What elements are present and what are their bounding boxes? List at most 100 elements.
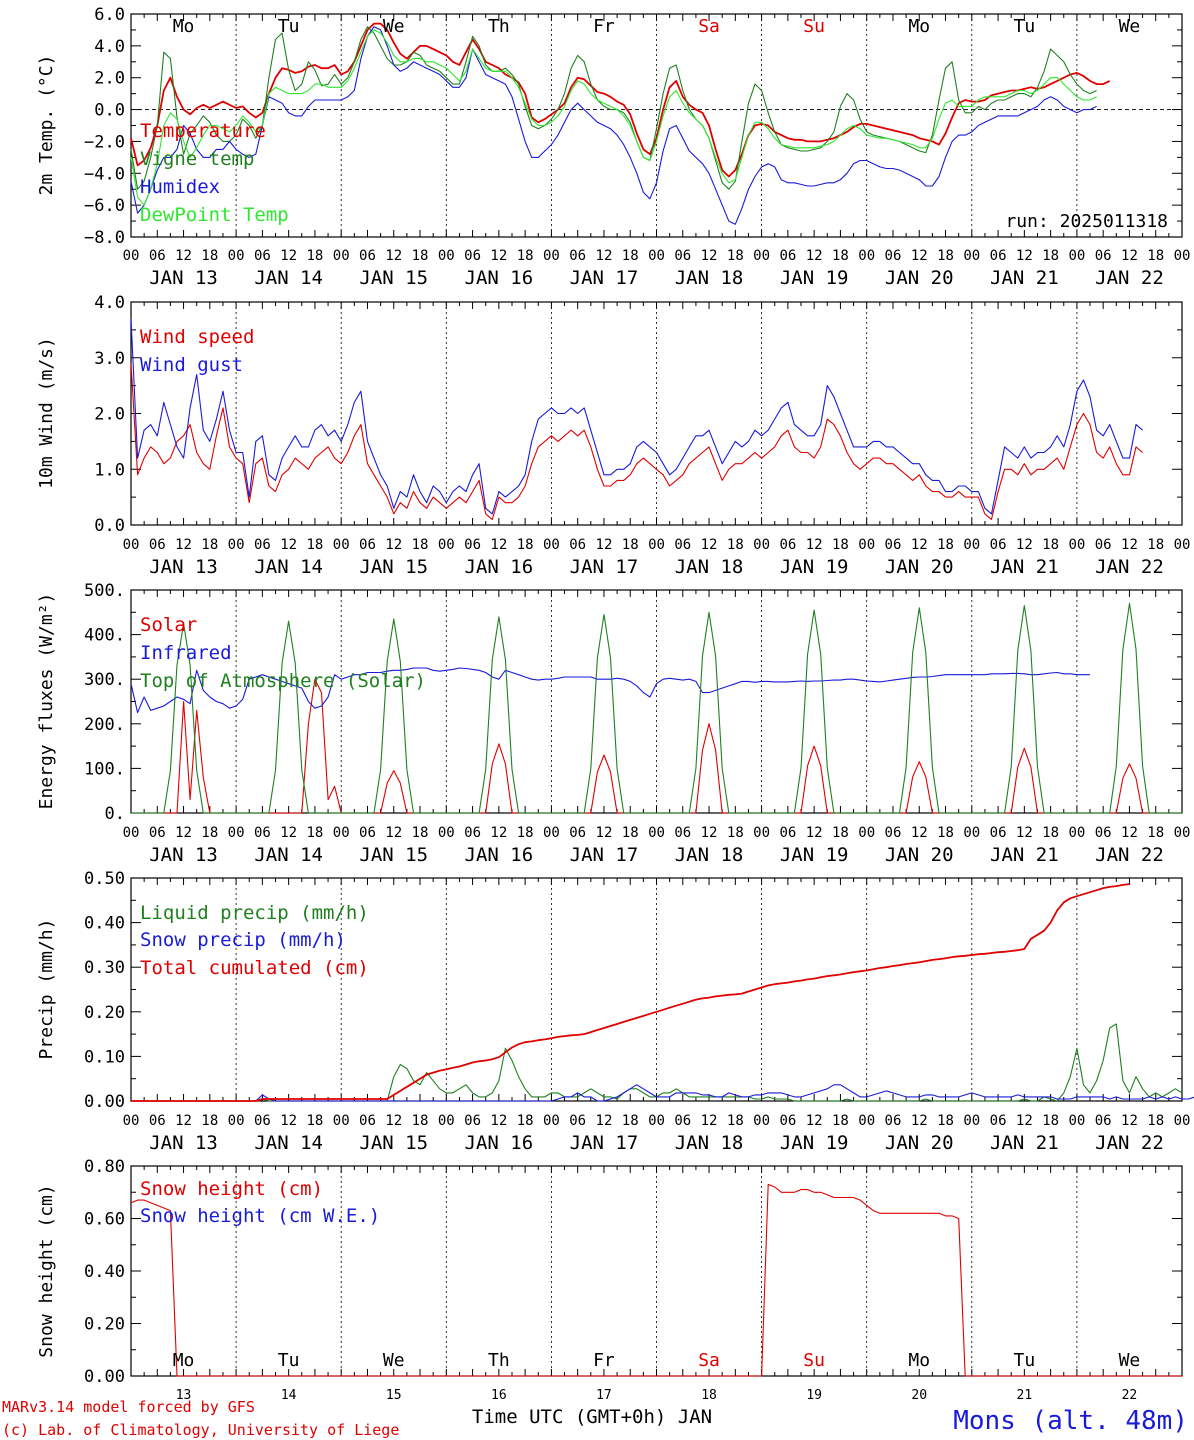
- day-number-label: 14: [281, 1388, 297, 1403]
- hour-label: 12: [806, 1113, 823, 1129]
- hour-label: 06: [464, 537, 481, 553]
- y-tick-label: 0.0: [94, 516, 125, 536]
- hour-label: 12: [385, 1113, 402, 1129]
- legend-entry: Temperature: [140, 120, 266, 142]
- date-label: JAN 22: [1095, 267, 1164, 289]
- hour-label: 12: [490, 825, 507, 841]
- weekday-label: Mo: [908, 16, 930, 37]
- weekday-label: Sa: [698, 16, 720, 37]
- hour-label: 00: [753, 825, 770, 841]
- hour-label: 18: [412, 1113, 429, 1129]
- hour-label: 12: [701, 537, 718, 553]
- date-label: JAN 13: [149, 267, 218, 289]
- legend-entry: Snow height (cm): [140, 1178, 323, 1200]
- series-line: [130, 22, 1111, 178]
- weekday-label: We: [1119, 16, 1141, 37]
- hour-label: 00: [333, 248, 350, 264]
- hour-label: 00: [123, 825, 140, 841]
- hour-label: 00: [1174, 1113, 1191, 1129]
- series-line: [130, 318, 1143, 515]
- day-number-label: 13: [176, 1388, 192, 1403]
- hour-label: 18: [622, 825, 639, 841]
- hour-label: 00: [1068, 248, 1085, 264]
- hour-label: 06: [149, 537, 166, 553]
- hour-label: 12: [911, 825, 928, 841]
- hour-label: 12: [701, 825, 718, 841]
- hour-label: 12: [175, 825, 192, 841]
- panel-0: 6.0 4.0 2.0 0.0 −2.0 −4.0 −6.0 −8.0 2m Temp. (°C…: [36, 5, 1190, 289]
- hour-label: 00: [858, 1113, 875, 1129]
- run-annotation: run: 2025011318: [1005, 211, 1168, 232]
- date-label: JAN 20: [885, 844, 954, 866]
- hour-label: 00: [438, 825, 455, 841]
- hour-label: 06: [569, 825, 586, 841]
- hour-label: 12: [385, 537, 402, 553]
- hour-label: 06: [674, 1113, 691, 1129]
- hour-label: 12: [911, 537, 928, 553]
- legend-entry: Total cumulated (cm): [140, 957, 369, 979]
- y-tick-label: 0.40: [84, 914, 125, 934]
- hour-label: 12: [280, 825, 297, 841]
- date-label: JAN 22: [1095, 844, 1164, 866]
- hour-label: 12: [490, 1113, 507, 1129]
- hour-label: 00: [543, 1113, 560, 1129]
- day-number-label: 16: [491, 1388, 507, 1403]
- hour-label: 12: [911, 248, 928, 264]
- hour-label: 12: [175, 537, 192, 553]
- hour-label: 00: [123, 1113, 140, 1129]
- hour-label: 06: [254, 1113, 271, 1129]
- day-number-label: 17: [596, 1388, 612, 1403]
- hour-label: 18: [306, 825, 323, 841]
- hour-label: 06: [359, 248, 376, 264]
- date-label: JAN 15: [359, 1132, 428, 1154]
- date-label: JAN 21: [990, 556, 1059, 578]
- hour-label: 00: [438, 1113, 455, 1129]
- hour-label: 06: [464, 248, 481, 264]
- date-label: JAN 18: [675, 1132, 744, 1154]
- hour-label: 12: [1121, 537, 1138, 553]
- day-number-label: 19: [806, 1388, 822, 1403]
- hour-label: 06: [990, 1113, 1007, 1129]
- y-tick-label: 0.30: [84, 958, 125, 978]
- date-label: JAN 21: [990, 844, 1059, 866]
- date-label: JAN 15: [359, 267, 428, 289]
- hour-label: 06: [464, 825, 481, 841]
- hour-label: 18: [201, 537, 218, 553]
- hour-label: 12: [1121, 1113, 1138, 1129]
- date-label: JAN 21: [990, 267, 1059, 289]
- date-label: JAN 16: [465, 844, 534, 866]
- date-label: JAN 18: [675, 556, 744, 578]
- hour-label: 18: [832, 248, 849, 264]
- panel-2: 500. 400. 300. 200. 100. 0. Energy fluxes (W/m…: [36, 581, 1190, 866]
- y-tick-label: 6.0: [94, 5, 125, 25]
- hour-label: 18: [201, 825, 218, 841]
- weekday-label: Tu: [1014, 16, 1036, 37]
- y-tick-label: 200.: [84, 715, 125, 735]
- date-label: JAN 13: [149, 556, 218, 578]
- y-tick-label: 0.80: [84, 1157, 125, 1177]
- y-tick-label: 0.00: [84, 1092, 125, 1112]
- date-label: JAN 22: [1095, 556, 1164, 578]
- date-label: JAN 19: [780, 556, 849, 578]
- hour-label: 00: [753, 537, 770, 553]
- legend-entry: Snow height (cm W.E.): [140, 1205, 380, 1227]
- weekday-label: Sa: [698, 1350, 720, 1371]
- hour-label: 12: [175, 1113, 192, 1129]
- hour-label: 06: [990, 537, 1007, 553]
- hour-label: 00: [963, 825, 980, 841]
- y-tick-label: 0.40: [84, 1262, 125, 1282]
- weekday-label: Tu: [1014, 1350, 1036, 1371]
- date-label: JAN 15: [359, 556, 428, 578]
- hour-label: 18: [622, 537, 639, 553]
- hour-label: 18: [727, 537, 744, 553]
- hour-label: 00: [228, 537, 245, 553]
- hour-label: 12: [806, 825, 823, 841]
- weekday-label: Fr: [593, 16, 615, 37]
- hour-label: 18: [937, 537, 954, 553]
- hour-label: 00: [858, 537, 875, 553]
- hour-label: 00: [438, 248, 455, 264]
- y-axis-label: Snow height (cm): [36, 1184, 57, 1357]
- y-tick-label: 2.0: [94, 69, 125, 89]
- hour-label: 00: [333, 825, 350, 841]
- y-tick-label: 300.: [84, 670, 125, 690]
